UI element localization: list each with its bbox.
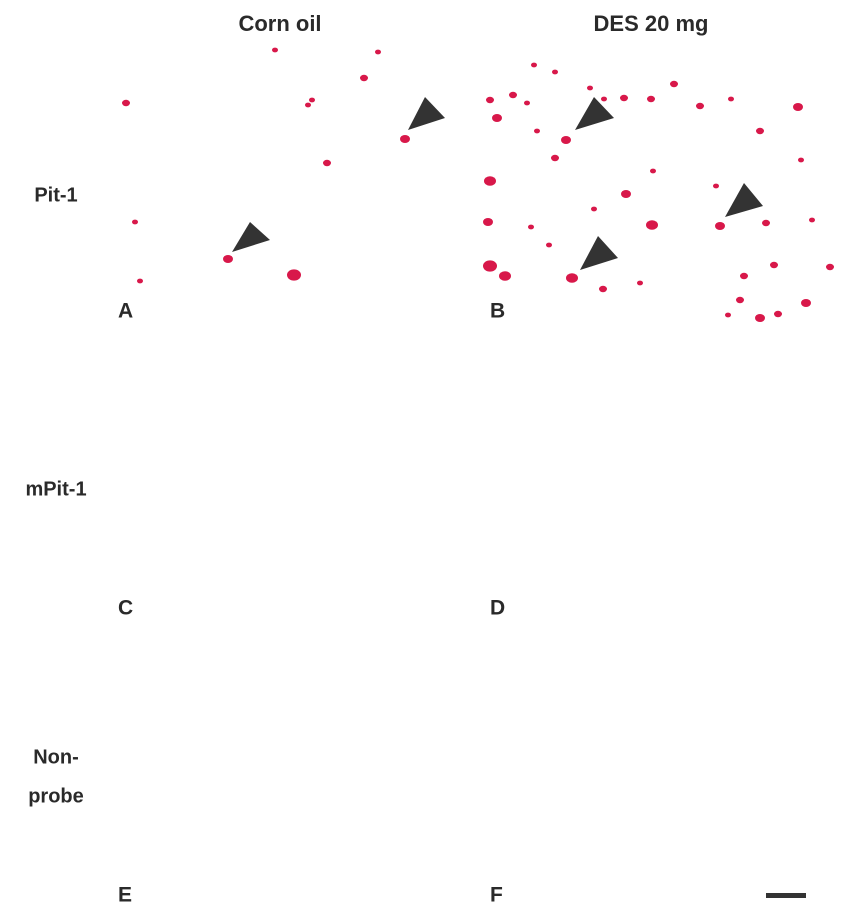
stained-cell (650, 169, 656, 174)
stained-cell (620, 95, 628, 101)
stained-cell (601, 97, 607, 102)
stained-cell (599, 286, 607, 292)
stained-cell (483, 260, 497, 271)
scale-bar (766, 893, 806, 898)
stained-cell (272, 48, 278, 53)
column-header: DES 20 mg (594, 11, 709, 36)
stained-cell (728, 97, 734, 102)
stained-cell (546, 243, 552, 248)
stained-cell (375, 50, 381, 55)
stained-cell (400, 135, 410, 143)
stained-cell (755, 314, 765, 322)
stained-cell (499, 271, 511, 281)
stained-cell (809, 218, 815, 223)
stained-cell (323, 160, 331, 166)
stained-cell (762, 220, 770, 226)
stained-cell (713, 184, 719, 189)
stained-cell (531, 63, 537, 68)
stained-cell (132, 220, 138, 225)
stained-cell (524, 101, 530, 106)
row-label: Non- (33, 746, 79, 768)
stained-cell (360, 75, 368, 81)
stained-cell (756, 128, 764, 134)
stained-cell (801, 299, 811, 307)
stained-cell (509, 92, 517, 98)
stained-cell (483, 218, 493, 226)
stained-cell (484, 176, 496, 186)
stained-cell (670, 81, 678, 87)
figure: Corn oil DES 20 mg Pit-1 mPit-1 Non- pro… (0, 0, 858, 909)
panel-letter: E (118, 884, 132, 907)
row-label: Pit-1 (34, 184, 77, 206)
stained-cell (591, 207, 597, 212)
stained-cell (528, 225, 534, 230)
stained-cell (287, 269, 301, 280)
stained-cell (551, 155, 559, 161)
stained-cell (223, 255, 233, 263)
stained-cell (770, 262, 778, 268)
stained-cell (798, 158, 804, 163)
column-header: Corn oil (238, 11, 321, 36)
stained-cell (305, 103, 311, 108)
stained-cell (725, 313, 731, 318)
page: Corn oil DES 20 mg Pit-1 mPit-1 Non- pro… (0, 0, 858, 909)
stained-cell (826, 264, 834, 270)
stained-cell (696, 103, 704, 109)
stained-cell (492, 114, 502, 122)
stained-cell (552, 70, 558, 75)
panel-letter: C (118, 597, 133, 620)
stained-cell (774, 311, 782, 317)
background (0, 0, 858, 909)
stained-cell (621, 190, 631, 198)
row-label: probe (28, 785, 84, 807)
stained-cell (561, 136, 571, 144)
stained-cell (736, 297, 744, 303)
stained-cell (566, 273, 578, 283)
stained-cell (137, 279, 143, 284)
stained-cell (793, 103, 803, 111)
stained-cell (740, 273, 748, 279)
row-label: mPit-1 (25, 478, 86, 500)
stained-cell (486, 97, 494, 103)
stained-cell (646, 220, 658, 230)
panel-letter: A (118, 300, 133, 323)
stained-cell (587, 86, 593, 91)
stained-cell (309, 98, 315, 103)
stained-cell (715, 222, 725, 230)
panel-letter: F (490, 884, 503, 907)
panel-letter: B (490, 300, 505, 323)
stained-cell (637, 281, 643, 286)
panel-letter: D (490, 597, 505, 620)
stained-cell (534, 129, 540, 134)
stained-cell (122, 100, 130, 106)
stained-cell (647, 96, 655, 102)
